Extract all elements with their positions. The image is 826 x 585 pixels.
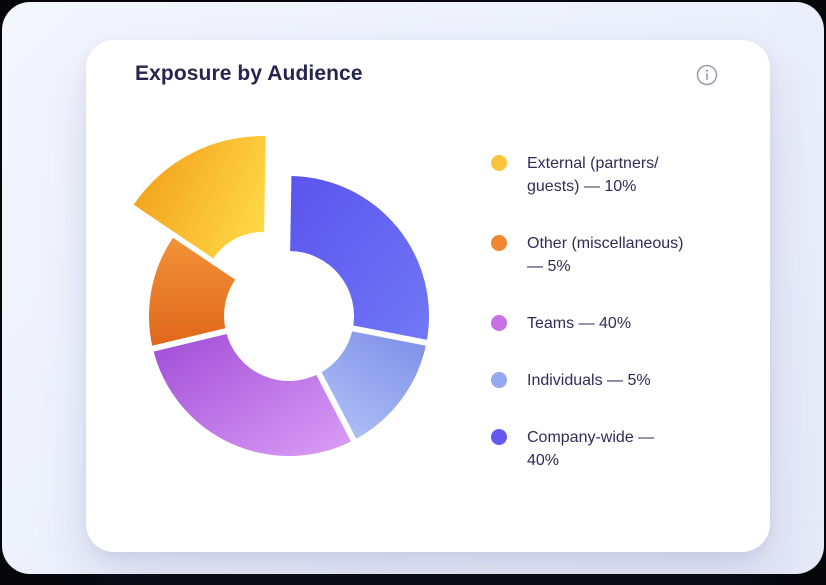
- page-title: Exposure by Audience: [135, 62, 363, 85]
- app-surface: Exposure by Audience External (partners/…: [2, 2, 824, 574]
- legend-dot-icon: [491, 372, 507, 388]
- legend-item-company-wide: Company-wide —40%: [491, 426, 731, 472]
- legend-item-external: External (partners/guests) — 10%: [491, 152, 731, 198]
- donut-slice-external[interactable]: [133, 135, 266, 259]
- legend-item-other: Other (miscellaneous) — 5%: [491, 232, 731, 278]
- slice-separator: [314, 368, 359, 447]
- legend-label: Other (miscellaneous) — 5%: [527, 235, 684, 275]
- exposure-card: Exposure by Audience External (partners/…: [86, 40, 770, 552]
- donut-slice-other[interactable]: [148, 237, 236, 349]
- donut-slice-individuals[interactable]: [319, 328, 427, 441]
- slice-separator: [147, 327, 231, 353]
- legend-item-individuals: Individuals — 5%: [491, 369, 731, 392]
- info-icon[interactable]: [695, 63, 719, 87]
- donut-slice-teams[interactable]: [152, 331, 354, 456]
- legend-dot-icon: [491, 235, 507, 251]
- legend-item-teams: Teams — 40%: [491, 312, 731, 335]
- donut-chart-svg: [133, 135, 432, 456]
- slice-separator: [348, 324, 432, 347]
- legend-label: Company-wide —40%: [527, 429, 655, 469]
- chart-legend: External (partners/guests) — 10% Other (m…: [491, 152, 731, 472]
- donut-chart: [102, 120, 447, 470]
- legend-dot-icon: [491, 315, 507, 331]
- donut-slice-company-wide[interactable]: [290, 176, 430, 343]
- legend-label: Teams — 40%: [527, 315, 632, 332]
- legend-label: Individuals — 5%: [527, 372, 651, 389]
- info-icon-glyph: [696, 64, 718, 86]
- legend-label: External (partners/guests) — 10%: [527, 155, 659, 195]
- legend-dot-icon: [491, 155, 507, 171]
- legend-dot-icon: [491, 429, 507, 445]
